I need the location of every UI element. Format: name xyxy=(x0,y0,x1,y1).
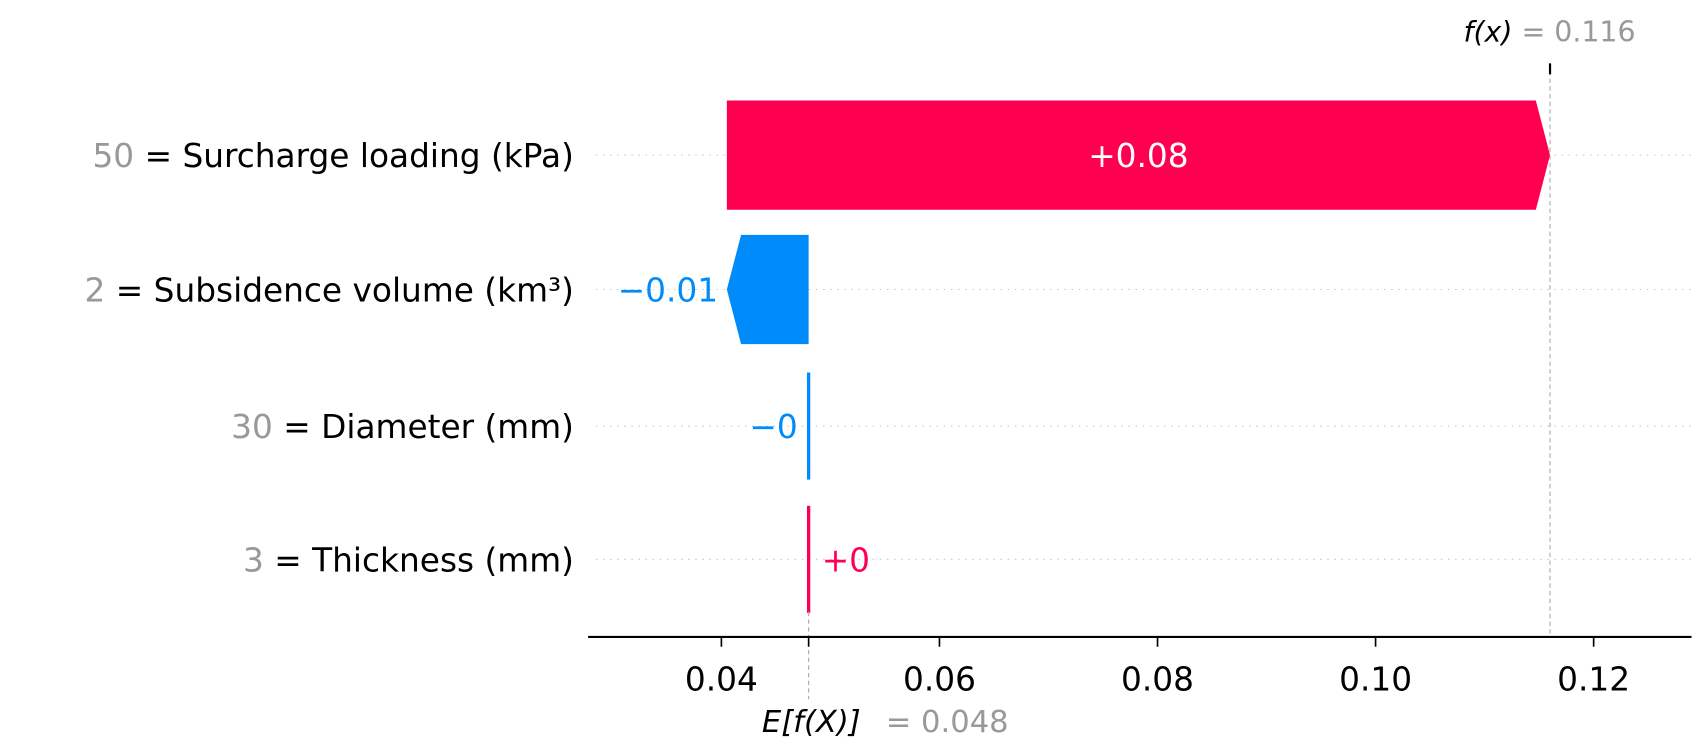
output-value: = 0.116 xyxy=(1521,16,1635,49)
base-value-label: E[f(X)] = 0.048 xyxy=(762,705,1009,740)
positive-bar xyxy=(726,100,1551,210)
feature-value: 50 xyxy=(92,137,134,175)
feature-value: 30 xyxy=(231,408,273,446)
annotations: f(x) = 0.116 E[f(X)] = 0.048 xyxy=(762,16,1636,740)
feature-label: 2 = Subsidence volume (km³) xyxy=(85,272,574,310)
feature-labels: 50 = Surcharge loading (kPa) 2 = Subsiden… xyxy=(85,137,574,579)
bar-value-label: −0 xyxy=(749,408,797,446)
feature-value: 3 xyxy=(243,541,264,579)
feature-label: 30 = Diameter (mm) xyxy=(231,408,574,446)
negative-bar xyxy=(806,372,811,480)
bars: +0.08 −0.01 −0 +0 xyxy=(618,100,1551,613)
feature-label: 3 = Thickness (mm) xyxy=(243,541,574,579)
x-tick-label: 0.04 xyxy=(685,660,758,698)
feature-value: 2 xyxy=(85,272,106,310)
bar-value-label: +0 xyxy=(822,541,870,579)
bar-value-label: −0.01 xyxy=(618,272,718,310)
x-tick-label: 0.06 xyxy=(903,660,976,698)
feature-name: = Surcharge loading (kPa) xyxy=(134,137,574,175)
x-tick-label: 0.08 xyxy=(1121,660,1194,698)
x-tick-label: 0.12 xyxy=(1557,660,1630,698)
negative-bar xyxy=(726,234,809,345)
feature-name: = Subsidence volume (km³) xyxy=(105,272,574,310)
x-tick-label: 0.10 xyxy=(1339,660,1412,698)
output-expr: f(x) xyxy=(1463,16,1512,49)
bar-value-label: +0.08 xyxy=(1088,137,1188,175)
positive-bar xyxy=(806,505,811,613)
feature-label: 50 = Surcharge loading (kPa) xyxy=(92,137,573,175)
feature-name: = Diameter (mm) xyxy=(273,408,574,446)
base-expr: E[f(X)] xyxy=(762,705,861,740)
base-value: = 0.048 xyxy=(886,705,1009,740)
gridlines xyxy=(595,154,1692,560)
feature-name: = Thickness (mm) xyxy=(264,541,574,579)
output-value-label: f(x) = 0.116 xyxy=(1463,16,1635,49)
x-axis: 0.04 0.06 0.08 0.10 0.12 xyxy=(588,63,1692,700)
